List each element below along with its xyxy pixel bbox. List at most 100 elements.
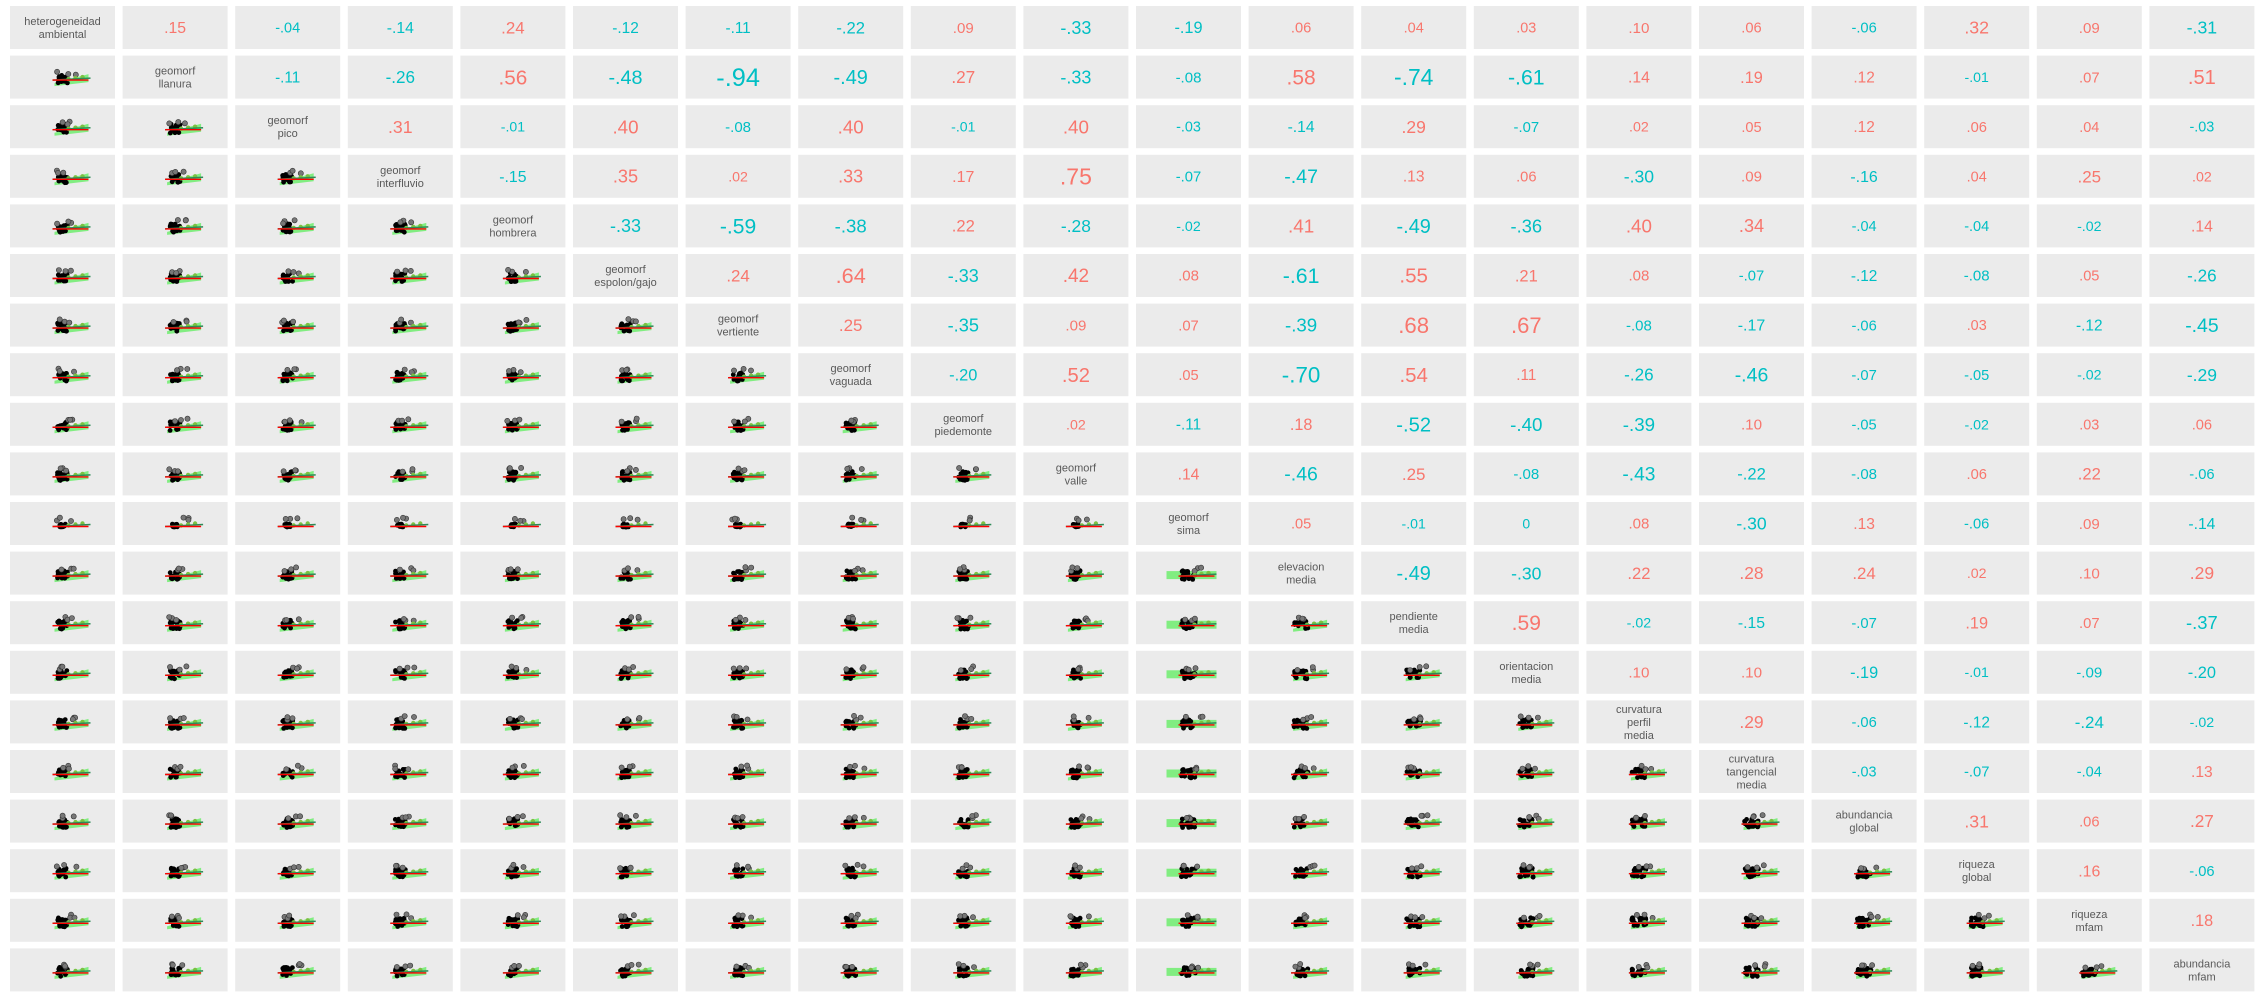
panel-11-16: .24 [1811, 551, 1917, 595]
panel-5-4 [460, 254, 566, 297]
correlation-value: -.52 [1396, 414, 1431, 436]
scatter-point [504, 417, 511, 424]
panel-2-12: .29 [1361, 105, 1467, 149]
panel-10-13: 0 [1473, 502, 1579, 545]
scatter-point [284, 273, 290, 279]
panel-background [1586, 55, 1692, 99]
scatter-point [735, 569, 740, 574]
scatter-point [969, 813, 976, 819]
panel-14-9 [1023, 700, 1129, 744]
panel-13-2 [235, 650, 341, 694]
panel-0-18: .09 [2036, 6, 2142, 49]
panel-7-10: .05 [1136, 353, 1241, 397]
scatter-point [1517, 713, 1524, 720]
correlation-value: .06 [1291, 21, 1311, 37]
scatter-point [1304, 676, 1310, 682]
correlation-value: -.07 [1851, 616, 1877, 632]
scatter-point [505, 266, 511, 273]
panel-background [1023, 55, 1129, 99]
panel-background [573, 105, 678, 149]
panel-11-7 [798, 551, 904, 595]
panel-9-14: -.43 [1586, 452, 1692, 496]
panel-6-17: .03 [1924, 303, 2030, 347]
scatter-point [625, 565, 631, 572]
scatter-point [849, 514, 856, 521]
panel-background [1811, 204, 1917, 248]
scatter-point [633, 812, 639, 819]
correlation-value: .19 [1965, 614, 1988, 632]
panel-4-18: -.02 [2036, 204, 2142, 248]
panel-3-14: -.30 [1586, 154, 1692, 198]
panel-5-15: -.07 [1699, 254, 1804, 297]
scatter-point [399, 864, 406, 871]
panel-12-5 [573, 601, 678, 645]
panel-7-8: -.20 [910, 353, 1016, 397]
scatter-point [393, 725, 398, 731]
scatter-point [1070, 713, 1077, 720]
panel-2-10: -.03 [1136, 105, 1241, 149]
correlation-value: .14 [1178, 466, 1200, 483]
scatter-point [860, 664, 867, 671]
correlation-value: -.08 [1176, 69, 1202, 86]
scatter-point [620, 378, 626, 384]
panel-background [2149, 204, 2255, 248]
panel-background [910, 303, 1016, 347]
scatter-point [523, 268, 529, 275]
scatter-point [173, 270, 180, 276]
scatter-point [635, 614, 642, 620]
panel-9-9: geomorf valle [1023, 452, 1129, 496]
correlation-value: -.07 [1176, 169, 1202, 185]
scatter-point [627, 515, 634, 522]
panel-11-5 [573, 551, 678, 595]
panel-background [1136, 154, 1241, 198]
scatter-point [185, 517, 192, 523]
panel-background [2149, 353, 2255, 397]
panel-background [1136, 105, 1241, 149]
scatter-point [506, 368, 512, 374]
correlation-value: -.22 [1737, 465, 1766, 484]
panel-13-12 [1361, 650, 1467, 694]
scatter-point [174, 217, 181, 223]
scatter-point [175, 565, 182, 572]
correlation-value: -.03 [1852, 765, 1877, 781]
correlation-value: -.49 [1397, 216, 1431, 238]
scatter-point [291, 366, 298, 372]
panel-background [1361, 105, 1467, 149]
panel-background [910, 55, 1016, 99]
scatter-point [173, 617, 180, 623]
panel-9-8 [910, 452, 1016, 496]
panel-background [798, 204, 904, 248]
correlation-value: .13 [1853, 516, 1875, 533]
panel-15-5 [573, 750, 678, 793]
panel-1-5: -.48 [573, 55, 678, 99]
scatter-point [401, 278, 407, 283]
scatter-point [742, 564, 749, 571]
scatter-point [1301, 814, 1307, 820]
variable-label: geomorf piedemonte [935, 413, 993, 438]
panel-6-10: .07 [1136, 303, 1241, 347]
panel-13-6 [685, 650, 791, 694]
panel-1-7: -.49 [798, 55, 904, 99]
panel-7-18: -.02 [2036, 353, 2142, 397]
scatter-point [852, 567, 858, 574]
correlation-value: .31 [388, 117, 413, 137]
panel-9-7 [798, 452, 904, 496]
panel-16-9 [1023, 799, 1129, 843]
panel-background [573, 154, 678, 198]
panel-background [798, 303, 904, 347]
scatter-point [401, 713, 408, 719]
panel-background [1924, 105, 2030, 149]
correlation-value: .03 [2079, 417, 2099, 433]
scatter-point [407, 267, 414, 274]
panel-15-15: curvatura tangencial media [1699, 750, 1804, 793]
panel-background [2149, 55, 2255, 99]
panel-11-10 [1136, 551, 1241, 595]
panel-background [1586, 303, 1692, 347]
panel-9-6 [685, 452, 791, 496]
panel-background [460, 154, 566, 198]
correlation-value: -.01 [501, 119, 525, 135]
panel-11-3 [347, 551, 453, 595]
scatter-point [180, 168, 187, 175]
panel-background [910, 204, 1016, 248]
scatter-point [860, 814, 867, 821]
